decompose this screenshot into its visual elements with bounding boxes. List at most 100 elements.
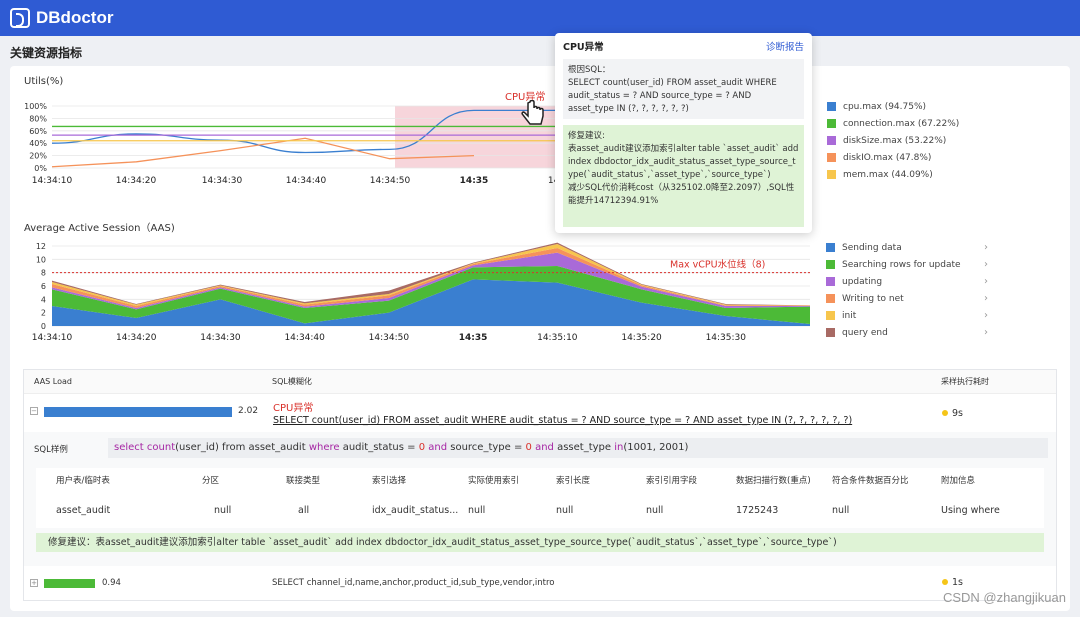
y-tick-label: 6 <box>41 282 46 291</box>
section-title: 关键资源指标 <box>10 46 83 60</box>
explain-cell: null <box>556 505 574 516</box>
legend-label: init <box>842 310 857 321</box>
watermark: CSDN @zhangjikuan <box>942 590 1066 605</box>
fix-result: 减少SQL代价消耗cost（从325102.0降至2.2097）,SQL性能提升… <box>568 183 795 206</box>
header-sql: SQL模糊化 <box>272 377 312 386</box>
explain-header: 实际使用索引 <box>468 476 520 486</box>
sql-number: 0 <box>525 442 532 453</box>
y-tick-label: 10 <box>36 255 46 264</box>
legend-item[interactable]: diskSize.max (53.22%) <box>827 132 959 149</box>
legend-label: diskIO.max (47.8%) <box>843 152 932 163</box>
chevron-right-icon[interactable]: › <box>984 276 988 287</box>
legend-label: cpu.max (94.75%) <box>843 101 927 112</box>
chevron-right-icon[interactable]: › <box>984 259 988 270</box>
legend-label: updating <box>842 276 883 287</box>
sql-number: 0 <box>418 442 426 453</box>
sql-text: audit_status = <box>339 442 419 453</box>
x-tick-label: 14:34:40 <box>284 333 325 343</box>
x-tick-label: 14:34:50 <box>369 333 410 343</box>
legend-swatch <box>826 243 835 252</box>
explain-cell: null <box>468 505 486 516</box>
legend-item[interactable]: Writing to net › <box>826 290 988 307</box>
cpu-anomaly-marker: CPU异常 <box>505 90 545 103</box>
aas-load-value: 0.94 <box>102 578 121 588</box>
legend-label: connection.max (67.22%) <box>843 118 960 129</box>
sql-keyword: and <box>531 442 554 453</box>
sql-text-link[interactable]: SELECT channel_id,name,anchor,product_id… <box>272 578 555 588</box>
explain-cell: all <box>298 505 310 516</box>
y-tick-label: 100% <box>24 102 47 111</box>
x-tick-label: 14:35:20 <box>621 333 662 343</box>
cpu-anomaly-popup: CPU异常 诊断报告 根因SQL： SELECT count(user_id) … <box>555 33 812 233</box>
diagnosis-report-link[interactable]: 诊断报告 <box>765 42 804 53</box>
x-tick-label: 14:34:50 <box>370 176 411 186</box>
aas-legend: Sending data › Searching rows for update › u… <box>826 239 988 341</box>
explain-header: 附加信息 <box>941 476 976 486</box>
explain-header: 联接类型 <box>286 476 321 486</box>
legend-swatch <box>826 311 835 320</box>
y-tick-label: 12 <box>36 242 46 251</box>
root-cause-label: 根因SQL： <box>568 65 611 75</box>
aas-chart-title: Average Active Session（AAS) <box>24 223 175 234</box>
aas-chart: 12 10 8 6 4 2 0 14:34:10 14:34:20 14:34:30 14:34:4… <box>32 242 810 343</box>
legend-item[interactable]: Sending data › <box>826 239 988 256</box>
hand-cursor-icon <box>521 100 544 125</box>
root-cause-sql: SELECT count(user_id) FROM asset_audit W… <box>568 78 777 114</box>
explain-header: 索引引用字段 <box>646 476 698 486</box>
fix-suggestion-box: 修复建议: 表asset_audit建议添加索引alter table `ass… <box>563 125 804 227</box>
expand-row-icon[interactable]: + <box>30 579 38 587</box>
y-tick-label: 20% <box>29 152 47 161</box>
explain-cell: idx_audit_status... <box>372 505 459 516</box>
sql-text-link[interactable]: SELECT count(user_id) FROM asset_audit W… <box>273 415 853 426</box>
y-tick-label: 4 <box>41 295 46 304</box>
app-logo-text[interactable]: DBdoctor <box>36 8 114 27</box>
sample-label: SQL样例 <box>34 445 68 455</box>
x-tick-label: 14:34:20 <box>116 333 157 343</box>
legend-item[interactable]: cpu.max (94.75%) <box>827 98 959 115</box>
legend-item[interactable]: diskIO.max (47.8%) <box>827 149 959 166</box>
legend-item[interactable]: Searching rows for update › <box>826 256 988 273</box>
chevron-right-icon[interactable]: › <box>984 327 988 338</box>
fix-label: 修复建议: <box>568 131 605 141</box>
sql-keyword: in <box>614 442 624 453</box>
x-tick-label: 14:34:30 <box>202 176 243 186</box>
chevron-right-icon[interactable]: › <box>984 310 988 321</box>
utils-chart-title: Utils(%) <box>24 76 64 87</box>
header-aas-load: AAS Load <box>34 377 72 386</box>
explain-header: 用户表/临时表 <box>56 476 110 486</box>
legend-item[interactable]: mem.max (44.09%) <box>827 166 959 183</box>
y-tick-label: 8 <box>41 269 46 278</box>
chevron-right-icon[interactable]: › <box>984 293 988 304</box>
legend-item[interactable]: updating › <box>826 273 988 290</box>
area-sending-data <box>52 279 810 326</box>
legend-swatch <box>826 328 835 337</box>
chevron-right-icon[interactable]: › <box>984 242 988 253</box>
aas-load-bar <box>44 579 95 588</box>
legend-swatch <box>827 153 836 162</box>
legend-item[interactable]: query end › <box>826 324 988 341</box>
y-tick-label: 2 <box>41 309 46 318</box>
explain-header: 数据扫描行数(重点) <box>736 476 811 486</box>
y-tick-label: 80% <box>29 114 47 123</box>
explain-cell: 1725243 <box>736 505 779 516</box>
collapse-row-icon[interactable]: − <box>30 407 38 415</box>
header-time: 采样执行耗时 <box>941 377 989 386</box>
explain-header: 索引选择 <box>372 476 407 486</box>
cpu-anomaly-tag: CPU异常 <box>273 403 314 414</box>
legend-label: Searching rows for update <box>842 259 961 270</box>
explain-cell: asset_audit <box>56 505 111 516</box>
explain-header: 索引长度 <box>556 476 591 486</box>
table-header <box>24 370 1056 394</box>
legend-label: mem.max (44.09%) <box>843 169 933 180</box>
x-tick-label: 14:34:10 <box>32 176 73 186</box>
legend-item[interactable]: connection.max (67.22%) <box>827 115 959 132</box>
explain-table: 用户表/临时表 分区 联接类型 索引选择 实际使用索引 索引长度 索引引用字段 数据扫描行数(… <box>36 468 1044 528</box>
legend-swatch <box>827 119 836 128</box>
legend-swatch <box>827 136 836 145</box>
sql-keyword: where <box>308 442 340 453</box>
y-tick-label: 0% <box>34 164 47 173</box>
threshold-label: Max vCPU水位线（8) <box>670 259 765 271</box>
sql-table: AAS Load SQL模糊化 采样执行耗时 − 2.02 CPU异常 SELE… <box>23 369 1057 601</box>
legend-item[interactable]: init › <box>826 307 988 324</box>
top-bar: DBdoctor <box>0 0 1080 36</box>
